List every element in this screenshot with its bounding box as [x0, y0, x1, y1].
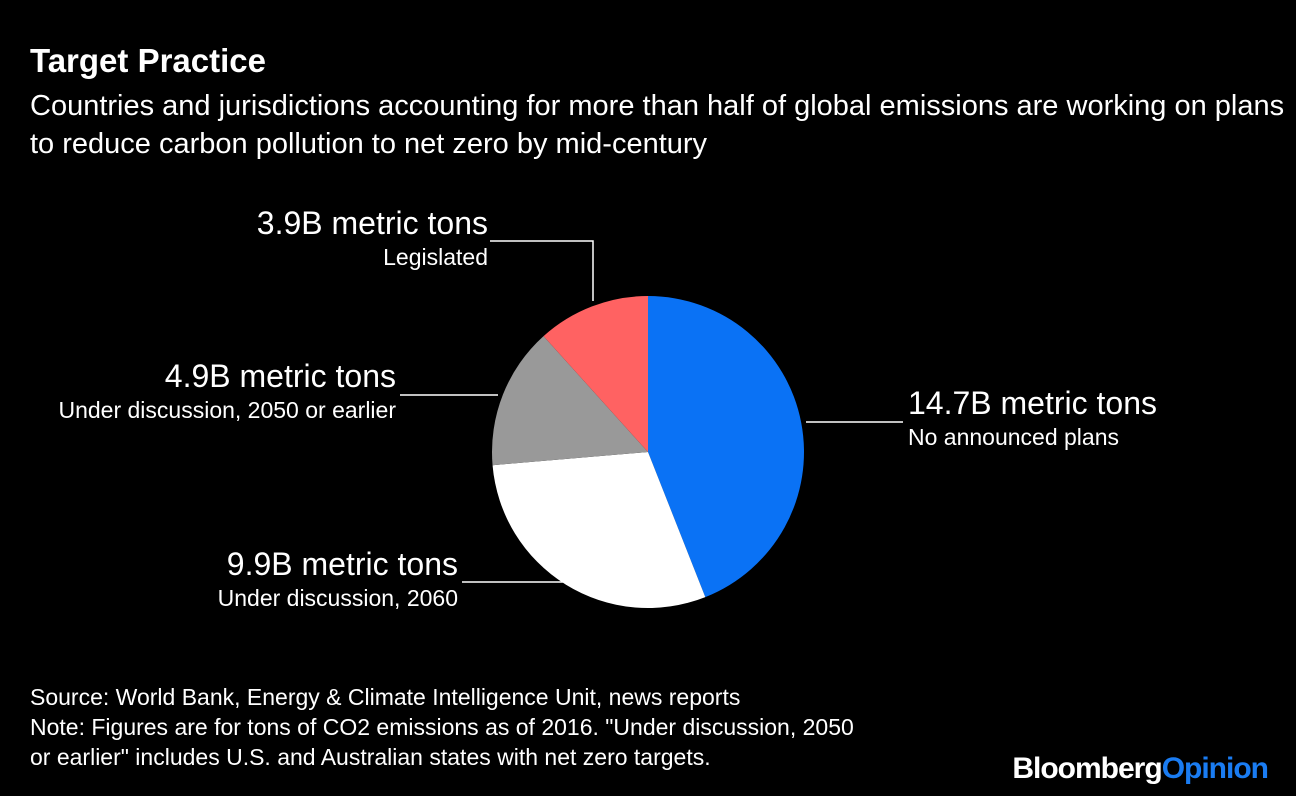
value-label: 9.9B metric tons	[226, 546, 458, 582]
pie-slice-legislated	[543, 296, 648, 452]
category-label: Under discussion, 2060	[217, 585, 458, 611]
label-2050: 4.9B metric tons Under discussion, 2050 …	[56, 358, 396, 426]
category-label: No announced plans	[908, 424, 1119, 450]
value-label: 3.9B metric tons	[256, 205, 488, 241]
leader-line-legislated	[490, 240, 594, 301]
category-label: Under discussion, 2050 or earlier	[58, 397, 396, 423]
source-text: Source: World Bank, Energy & Climate Int…	[30, 684, 741, 710]
bloomberg-opinion-logo: BloombergOpinion	[1012, 752, 1269, 786]
label-legislated: 3.9B metric tons Legislated	[257, 205, 488, 273]
pie-slice-no-announced-plans	[648, 296, 805, 598]
value-label: 14.7B metric tons	[908, 385, 1157, 421]
note-text-1: Note: Figures are for tons of CO2 emissi…	[30, 714, 854, 740]
pie-slice-under-discussion-2050-or-earlier	[491, 336, 648, 466]
pie-slice-under-discussion-2060	[492, 452, 706, 608]
chart-title: Target Practice	[30, 42, 266, 79]
label-2060: 9.9B metric tons Under discussion, 2060	[218, 546, 458, 614]
footer-notes: Source: World Bank, Energy & Climate Int…	[30, 682, 854, 772]
chart-subtitle: Countries and jurisdictions accounting f…	[30, 90, 1285, 160]
label-no-plans: 14.7B metric tons No announced plans	[908, 385, 1157, 453]
logo-part-bloomberg: Bloomberg	[1012, 752, 1162, 785]
logo-part-opinion: Opinion	[1161, 752, 1269, 785]
note-text-2: or earlier" includes U.S. and Australian…	[30, 744, 711, 770]
category-label: Legislated	[383, 244, 488, 270]
value-label: 4.9B metric tons	[164, 358, 396, 394]
